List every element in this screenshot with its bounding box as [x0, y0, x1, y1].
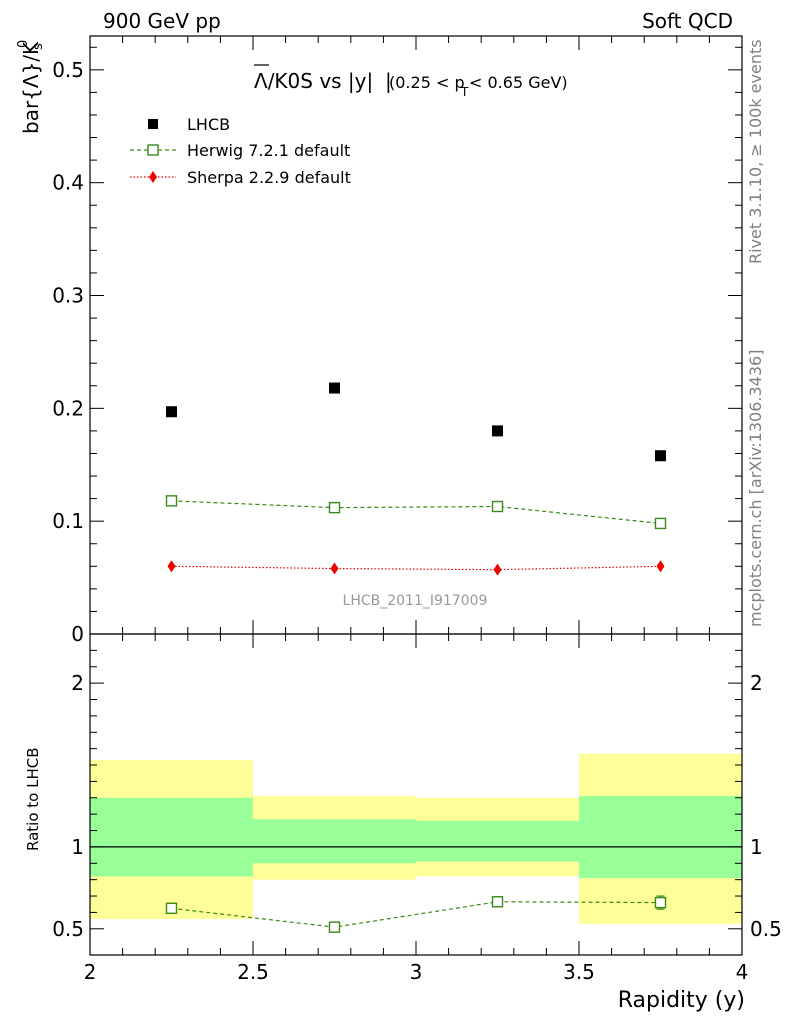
band-green [253, 819, 416, 864]
sherpa-line [171, 565, 661, 571]
band-green [416, 820, 579, 862]
legend: LHCB Herwig 7.2.1 default Sherpa 2.2.9 def… [130, 115, 351, 187]
top-ylabel-sub: s [31, 43, 46, 50]
watermark: LHCB_2011_I917009 [343, 593, 488, 609]
top-ylabel-sup: 0 [16, 40, 31, 48]
ytick-label: 0.1 [52, 509, 84, 533]
herwig-point [491, 500, 504, 513]
x-axis-label: Rapidity (y) [618, 988, 745, 1013]
ratio-herwig-point [165, 902, 178, 915]
ratio-herwig-point [654, 896, 667, 909]
ratio-bands [90, 753, 742, 924]
title-lambda: Λ [254, 69, 268, 93]
herwig-line [171, 500, 661, 525]
herwig-point [654, 517, 667, 530]
ratio-herwig-point [491, 896, 504, 908]
band-green [90, 797, 253, 877]
ratio-ytick-label: 1 [71, 835, 84, 859]
sherpa-point [493, 563, 502, 576]
xtick-label: 2.5 [237, 960, 269, 984]
legend-herwig-marker [147, 144, 159, 156]
herwig-point [328, 501, 341, 514]
ratio-ytick-label: 0.5 [52, 917, 84, 941]
top-ylabel: bar{Λ}/K [19, 41, 43, 134]
ytick-label: 0.3 [52, 284, 84, 308]
xtick-label: 3 [410, 960, 423, 984]
header-left: 900 GeV pp [103, 9, 221, 33]
chart-title: Λ/K0S vs |y| [254, 69, 373, 93]
xtick-label: 2 [84, 960, 97, 984]
legend-sherpa-marker [149, 171, 157, 183]
sherpa-point [167, 560, 176, 573]
legend-label: LHCB [187, 115, 230, 134]
ratio-ytick-label-right: 0.5 [750, 917, 782, 941]
title-bar-open: | [385, 69, 392, 93]
ratio-ytick-label-right: 1 [750, 835, 763, 859]
ratio-ytick-label: 2 [71, 671, 84, 695]
ytick-label: 0.5 [52, 58, 84, 82]
herwig-point [165, 495, 178, 507]
xtick-label: 4 [736, 960, 749, 984]
ratio-herwig-line [171, 901, 661, 928]
top-data [165, 382, 667, 576]
top-ylabel-main: bar{Λ}/K [19, 41, 43, 134]
ytick-label: 0 [71, 622, 84, 646]
title-cut: (0.25 < p [389, 73, 465, 92]
lhcb-point [166, 406, 177, 418]
title-cut-b: < 0.65 GeV) [469, 73, 568, 92]
lhcb-point [329, 382, 340, 394]
sherpa-point [656, 560, 665, 573]
mcplots-label: mcplots.cern.ch [arXiv:1306.3436] [746, 350, 765, 627]
legend-lhcb-marker [148, 119, 158, 129]
ytick-label: 0.2 [52, 396, 84, 420]
legend-label: Sherpa 2.2.9 default [187, 168, 351, 187]
ratio-herwig-point [328, 921, 341, 933]
ytick-label: 0.4 [52, 171, 84, 195]
sherpa-point [330, 562, 339, 575]
rivet-label: Rivet 3.1.10, ≥ 100k events [746, 39, 765, 264]
header-right: Soft QCD [642, 9, 733, 33]
xtick-label: 3.5 [563, 960, 595, 984]
bottom-ylabel: Ratio to LHCB [24, 747, 42, 851]
lhcb-point [492, 425, 503, 437]
bottom-axes: 0.5 0.5 1 1 2 2 2 2.5 3 3.5 4 [52, 633, 782, 984]
band-green [579, 796, 742, 879]
lhcb-point [655, 450, 666, 462]
title-main: /K0S vs |y| [268, 69, 374, 93]
title-cut-sub: T [460, 85, 469, 99]
legend-label: Herwig 7.2.1 default [187, 141, 350, 160]
ratio-ytick-label-right: 2 [750, 671, 763, 695]
title-cut-a: (0.25 < p [389, 73, 465, 92]
bottom-data [165, 895, 667, 933]
